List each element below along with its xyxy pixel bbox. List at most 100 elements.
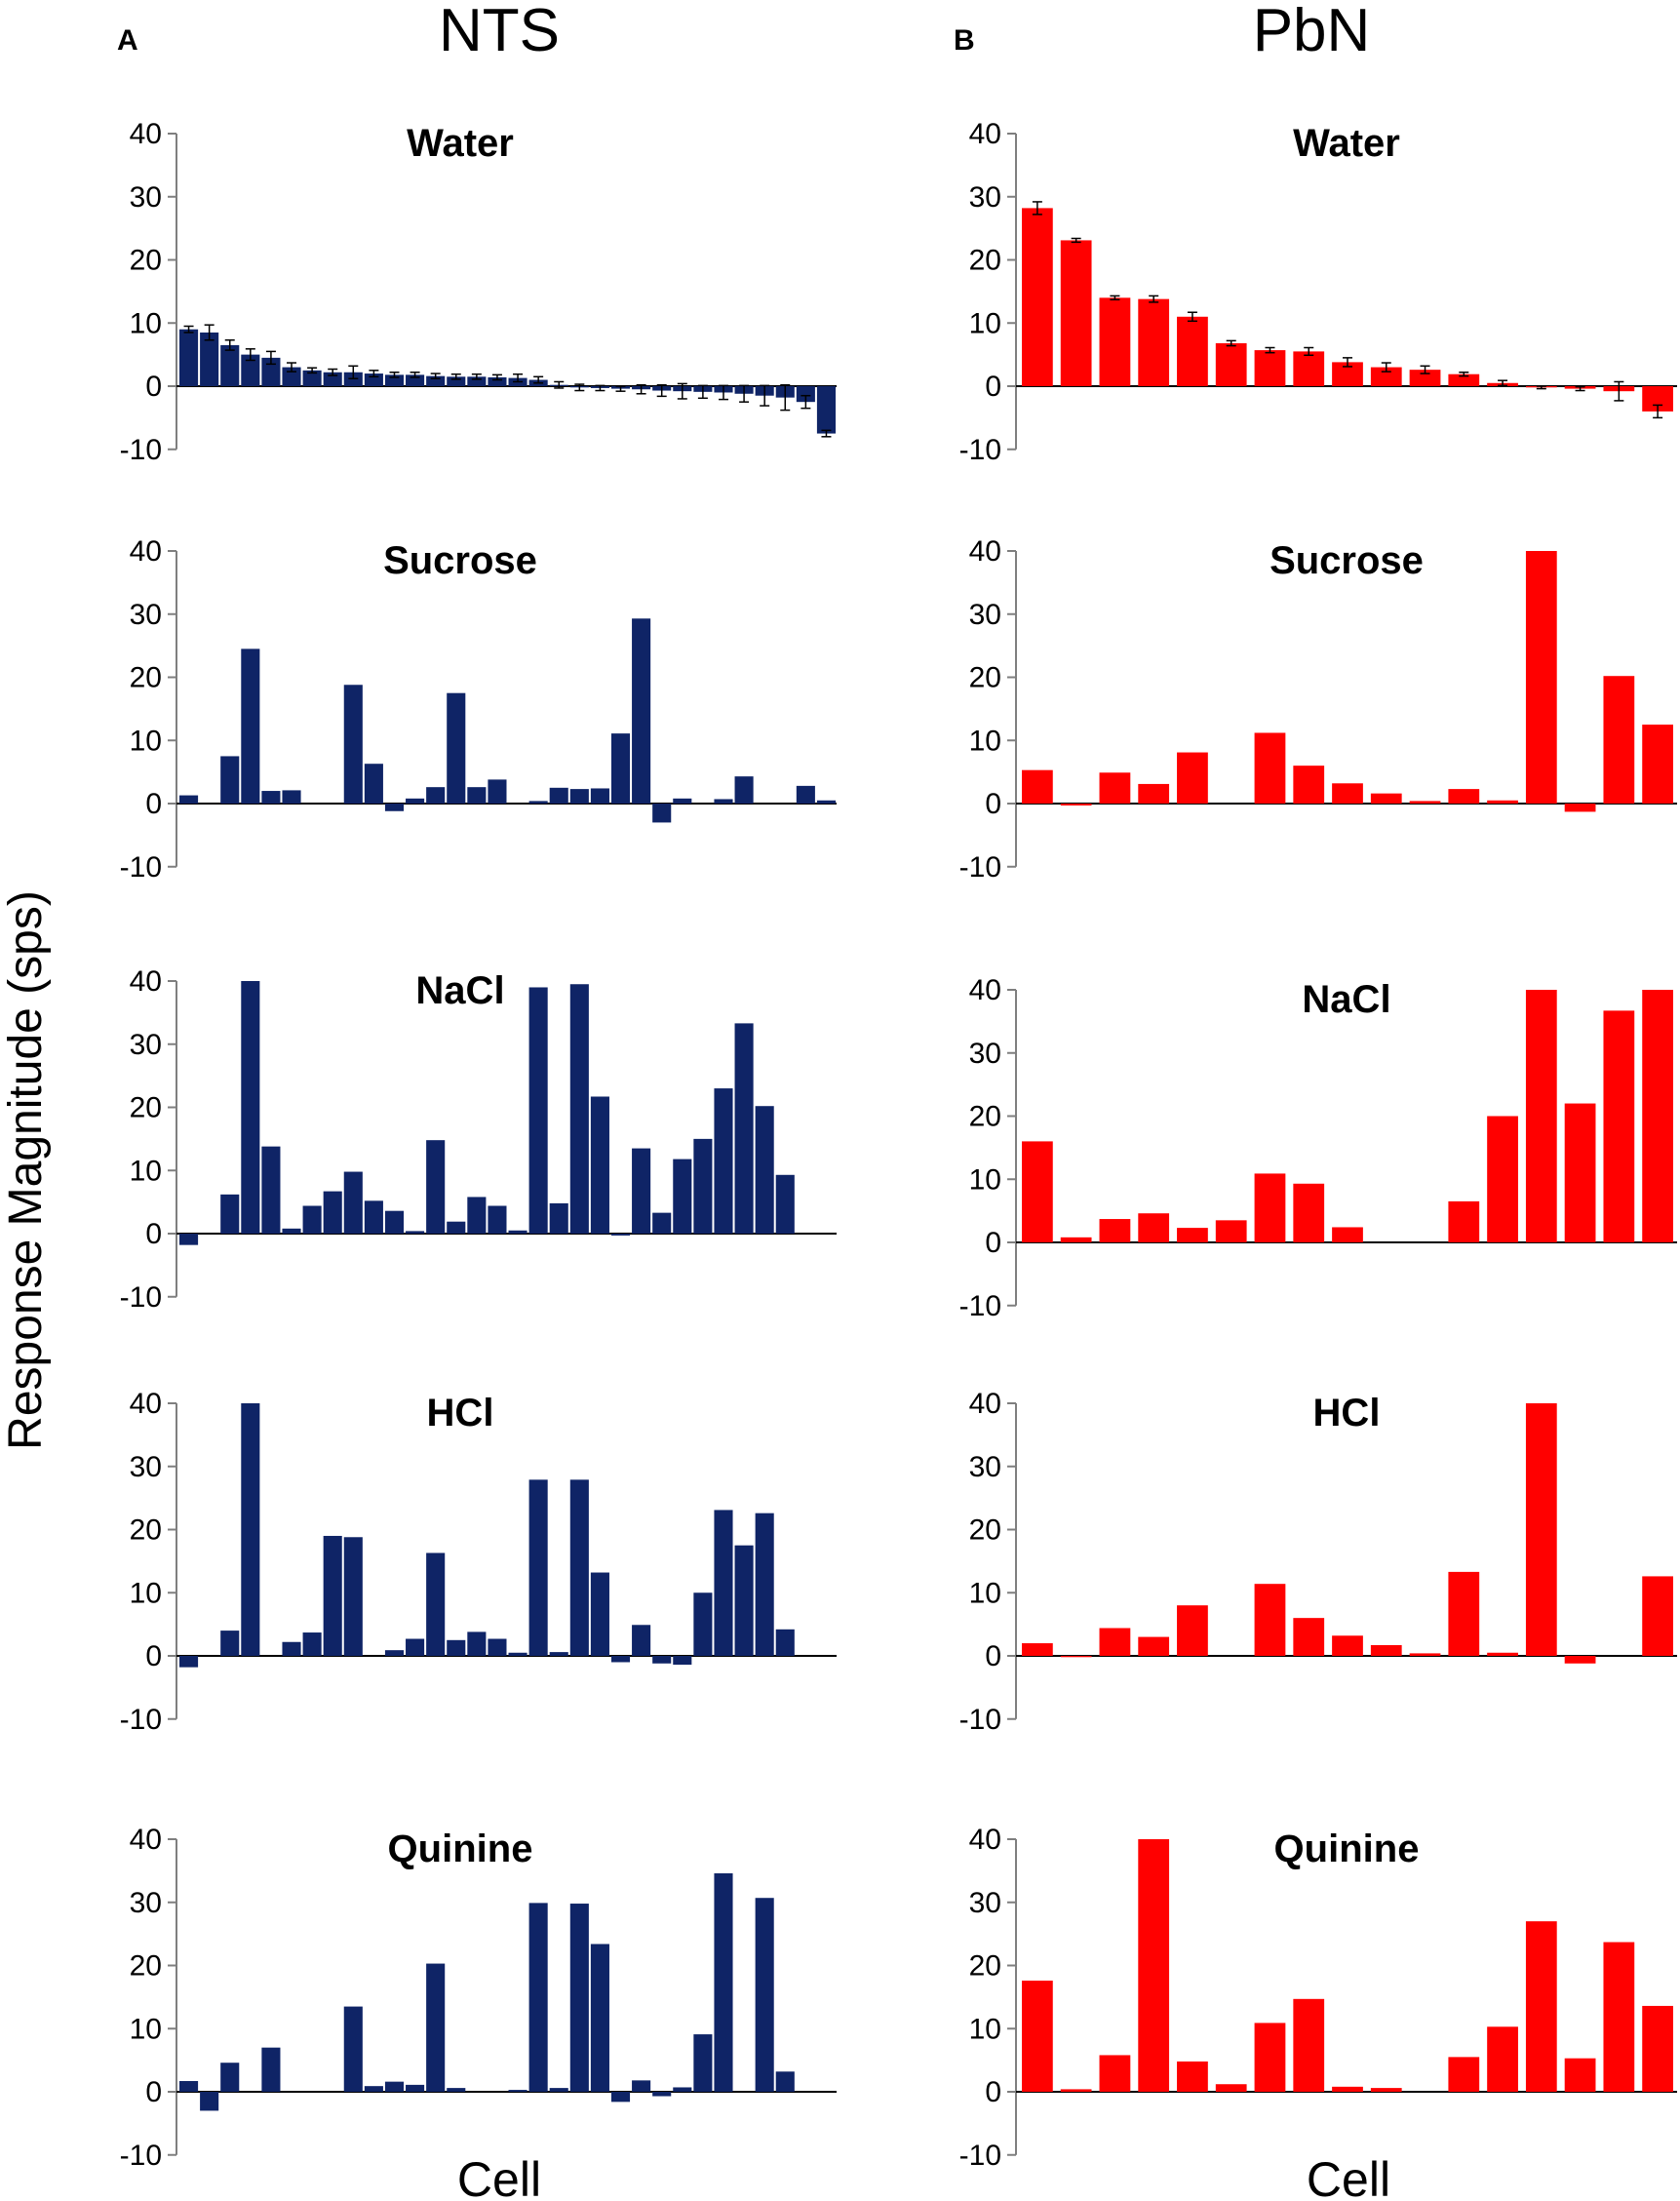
y-tick-label-pbn-nacl: 10	[969, 1163, 1001, 1196]
chart-title-nts-sucrose: Sucrose	[383, 539, 537, 582]
bar-nts-hcl	[220, 1631, 240, 1656]
bar-nts-hcl	[610, 1656, 631, 1663]
bar-nts-nacl	[714, 1088, 733, 1234]
bar-nts-water	[426, 375, 446, 386]
y-tick-label-nts-sucrose: -10	[120, 851, 162, 884]
bar-pbn-water	[1177, 316, 1208, 386]
bar-nts-sucrose	[364, 764, 383, 804]
bar-pbn-water	[1293, 351, 1325, 386]
bar-nts-hcl	[488, 1638, 507, 1656]
bar-nts-nacl	[323, 1191, 342, 1234]
bar-pbn-quinine	[1293, 1998, 1325, 2092]
y-tick-label-pbn-water: 30	[969, 181, 1001, 214]
x-axis-label-nts: Cell	[457, 2152, 541, 2201]
bar-pbn-hcl	[1564, 1656, 1596, 1664]
bar-nts-hcl	[384, 1650, 405, 1656]
y-tick-label-pbn-sucrose: 40	[969, 535, 1001, 568]
bar-nts-hcl	[693, 1592, 713, 1656]
bar-nts-nacl	[364, 1200, 383, 1234]
bar-pbn-hcl	[1177, 1605, 1208, 1656]
bar-nts-water	[384, 374, 405, 386]
bar-nts-quinine	[549, 2088, 568, 2092]
bar-pbn-hcl	[1370, 1644, 1402, 1656]
bar-pbn-sucrose	[1293, 766, 1325, 804]
bar-nts-hcl	[734, 1545, 754, 1656]
bar-nts-nacl	[632, 1148, 651, 1234]
bar-nts-sucrose	[549, 787, 568, 804]
chart-nts-hcl: HCl 40 30 20 10 0 -10	[120, 1388, 837, 1736]
bar-nts-hcl	[179, 1656, 199, 1668]
bar-pbn-nacl	[1177, 1228, 1208, 1242]
y-tick-label-pbn-hcl: 20	[969, 1514, 1001, 1547]
bar-pbn-nacl	[1642, 990, 1673, 1242]
bar-pbn-quinine	[1254, 2023, 1286, 2092]
bar-nts-quinine	[220, 2063, 240, 2092]
bar-nts-quinine	[364, 2086, 383, 2092]
chart-title-pbn-quinine: Quinine	[1274, 1828, 1420, 1870]
y-tick-label-nts-water: 0	[145, 371, 162, 403]
bar-pbn-quinine	[1603, 1942, 1635, 2092]
y-tick-label-nts-water: 30	[130, 181, 162, 214]
y-tick-label-pbn-sucrose: 10	[969, 725, 1001, 757]
bar-pbn-sucrose	[1138, 783, 1170, 804]
bar-pbn-water	[1060, 240, 1092, 386]
bar-pbn-hcl	[1642, 1576, 1673, 1656]
bar-pbn-quinine	[1177, 2061, 1208, 2092]
bar-nts-sucrose	[179, 795, 199, 804]
bar-pbn-sucrose	[1409, 801, 1441, 804]
bar-nts-nacl	[447, 1221, 466, 1234]
bar-pbn-quinine	[1448, 2057, 1480, 2092]
y-tick-label-nts-quinine: 20	[130, 1950, 162, 1983]
bar-pbn-nacl	[1564, 1103, 1596, 1242]
bar-nts-quinine	[569, 1904, 589, 2092]
bar-nts-hcl	[241, 1403, 260, 1656]
y-tick-label-pbn-water: 0	[985, 371, 1001, 403]
bar-nts-sucrose	[714, 799, 733, 804]
bar-pbn-sucrose	[1370, 793, 1402, 804]
y-tick-label-nts-hcl: 40	[130, 1388, 162, 1420]
bar-nts-hcl	[714, 1510, 733, 1656]
y-tick-label-pbn-water: 40	[969, 118, 1001, 150]
y-tick-label-pbn-hcl: 30	[969, 1451, 1001, 1483]
bar-nts-quinine	[261, 2047, 281, 2092]
y-tick-label-nts-sucrose: 0	[145, 788, 162, 820]
y-tick-label-pbn-sucrose: 20	[969, 662, 1001, 694]
bar-nts-sucrose	[673, 798, 692, 804]
bar-nts-quinine	[200, 2092, 219, 2111]
bar-nts-sucrose	[447, 692, 466, 804]
bar-nts-sucrose	[343, 685, 363, 804]
bar-pbn-hcl	[1099, 1628, 1131, 1656]
y-tick-label-nts-nacl: 30	[130, 1029, 162, 1061]
chart-nts-water: Water 40 30 20 10 0 -10	[120, 118, 837, 466]
bar-pbn-water	[1099, 297, 1131, 386]
bar-nts-nacl	[241, 981, 260, 1234]
bar-nts-sucrose	[406, 798, 425, 804]
bar-pbn-nacl	[1060, 1237, 1092, 1242]
y-tick-label-nts-sucrose: 40	[130, 535, 162, 568]
bar-pbn-nacl	[1138, 1213, 1170, 1242]
bar-nts-hcl	[755, 1513, 774, 1656]
chart-pbn-water: Water 40 30 20 10 0 -10	[959, 118, 1677, 466]
bar-nts-nacl	[384, 1210, 405, 1234]
bar-nts-hcl	[652, 1656, 672, 1664]
y-tick-label-nts-hcl: 0	[145, 1640, 162, 1672]
chart-pbn-nacl: NaCl 40 30 20 10 0 -10	[959, 974, 1677, 1322]
y-tick-label-pbn-water: -10	[959, 434, 1001, 466]
y-tick-label-nts-hcl: 10	[130, 1577, 162, 1609]
bar-nts-water	[816, 386, 836, 434]
bar-nts-hcl	[528, 1479, 548, 1656]
bar-nts-quinine	[632, 2080, 651, 2092]
bar-pbn-sucrose	[1487, 800, 1518, 804]
bar-pbn-hcl	[1293, 1618, 1325, 1656]
y-tick-label-nts-hcl: 20	[130, 1514, 162, 1547]
bar-pbn-nacl	[1332, 1227, 1363, 1242]
bar-nts-water	[220, 344, 240, 386]
bar-nts-sucrose	[816, 800, 836, 804]
bar-nts-nacl	[528, 987, 548, 1234]
bar-nts-sucrose	[652, 804, 672, 823]
bar-nts-nacl	[282, 1228, 301, 1234]
bar-nts-nacl	[734, 1023, 754, 1234]
bar-pbn-hcl	[1409, 1653, 1441, 1656]
bar-pbn-quinine	[1215, 2084, 1247, 2092]
